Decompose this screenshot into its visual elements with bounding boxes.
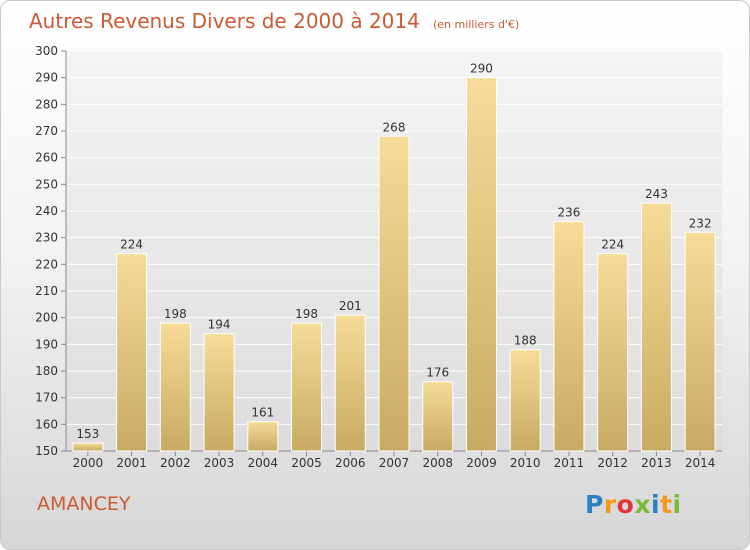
logo-letter: i <box>651 490 661 519</box>
y-tick-label: 260 <box>35 151 58 165</box>
data-label: 198 <box>295 307 318 321</box>
bar <box>684 231 716 452</box>
bar <box>509 349 541 452</box>
y-tick-label: 220 <box>35 257 58 271</box>
y-tick-label: 290 <box>35 71 58 85</box>
data-label: 290 <box>470 62 493 76</box>
data-label: 224 <box>120 238 143 252</box>
bar-layer <box>72 77 716 452</box>
y-tick-label: 170 <box>35 391 58 405</box>
x-tick-label: 2013 <box>641 456 672 470</box>
y-tick-label: 250 <box>35 177 58 191</box>
x-tick-label: 2003 <box>204 456 235 470</box>
data-label: 161 <box>251 406 274 420</box>
bar <box>422 381 454 452</box>
logo-letter: P <box>585 490 604 519</box>
bar <box>247 421 279 452</box>
data-label: 188 <box>514 334 537 348</box>
data-label: 236 <box>557 206 580 220</box>
x-tick-label: 2012 <box>597 456 628 470</box>
bar <box>378 135 410 452</box>
data-label: 268 <box>383 120 406 134</box>
y-tick-label: 190 <box>35 337 58 351</box>
logo-letter: i <box>672 490 682 519</box>
x-tick-label: 2002 <box>160 456 191 470</box>
data-label: 224 <box>601 238 624 252</box>
x-tick-label: 2008 <box>422 456 453 470</box>
x-tick-label: 2014 <box>685 456 716 470</box>
x-tick-label: 2009 <box>466 456 497 470</box>
bar <box>597 253 629 452</box>
y-tick-label: 300 <box>35 44 58 58</box>
logo-letter: r <box>603 490 617 519</box>
y-tick-label: 200 <box>35 311 58 325</box>
bar <box>72 442 104 452</box>
x-tick-label: 2004 <box>248 456 279 470</box>
x-tick-label: 2007 <box>379 456 410 470</box>
data-label: 194 <box>208 318 231 332</box>
y-tick-label: 210 <box>35 284 58 298</box>
x-tick-label: 2006 <box>335 456 366 470</box>
bar <box>159 322 191 452</box>
place-name: AMANCEY <box>37 493 131 515</box>
label-layer: 150 160 170 180 190 200 210 220 230 240 250 260 270 2… <box>35 44 715 470</box>
bar <box>116 253 148 452</box>
bar <box>203 333 235 452</box>
y-tick-label: 240 <box>35 204 58 218</box>
data-label: 153 <box>76 427 99 441</box>
bar <box>465 77 497 452</box>
y-tick-label: 180 <box>35 364 58 378</box>
y-tick-label: 270 <box>35 124 58 138</box>
y-tick-label: 160 <box>35 417 58 431</box>
bar <box>553 221 585 452</box>
x-tick-label: 2011 <box>554 456 585 470</box>
bar <box>291 322 323 452</box>
logo-letter: o <box>616 490 635 519</box>
title-unit: (en milliers d'€) <box>432 18 520 31</box>
bar <box>640 202 672 452</box>
data-label: 198 <box>164 307 187 321</box>
logo-letter: x <box>634 490 651 519</box>
x-tick-label: 2005 <box>291 456 322 470</box>
chart-title: Autres Revenus Divers de 2000 à 2014 (en… <box>29 9 519 33</box>
x-tick-label: 2000 <box>73 456 104 470</box>
y-tick-label: 150 <box>35 444 58 458</box>
logo-letter: t <box>660 490 673 519</box>
data-label: 232 <box>689 216 712 230</box>
y-tick-label: 230 <box>35 231 58 245</box>
y-tick-label: 280 <box>35 97 58 111</box>
proxiti-logo: Proxiti <box>585 490 682 519</box>
data-label: 201 <box>339 299 362 313</box>
x-tick-label: 2010 <box>510 456 541 470</box>
x-tick-label: 2001 <box>116 456 147 470</box>
data-label: 176 <box>426 366 449 380</box>
bar <box>334 314 366 452</box>
title-text: Autres Revenus Divers de 2000 à 2014 <box>29 9 420 33</box>
data-label: 243 <box>645 187 668 201</box>
